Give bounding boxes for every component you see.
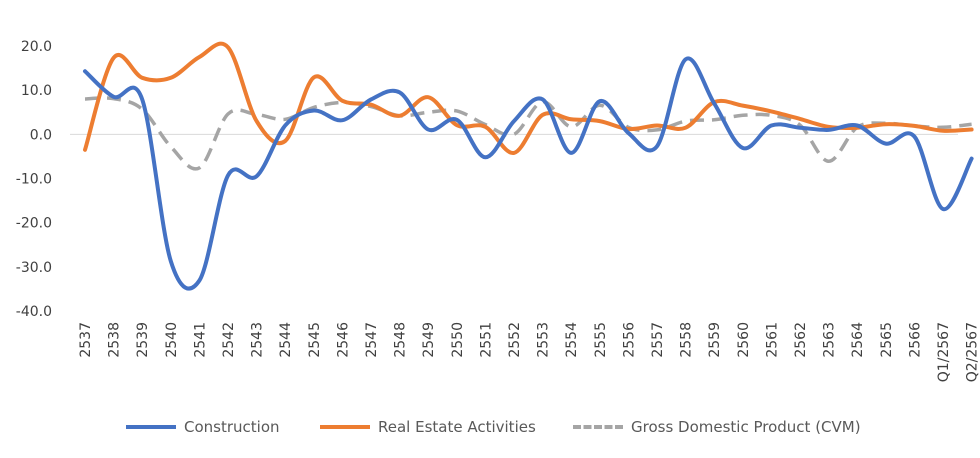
legend-swatch-construction [126,425,176,429]
legend-item-real-estate: Real Estate Activities [320,412,536,442]
legend-item-construction: Construction [126,412,280,442]
legend-label-gdp: Gross Domestic Product (CVM) [631,418,861,436]
series-line-real-estate-activities [83,41,974,155]
x-tick-label: 2539 [135,322,151,358]
x-tick-label: 2565 [879,322,895,358]
x-tick-label: 2553 [536,322,552,358]
x-tick-label: 2541 [192,322,208,358]
series-line-construction [83,56,974,291]
x-tick-label: 2559 [707,322,723,358]
x-tick-label: 2542 [221,322,237,358]
x-axis: 2537 2538 2539 2540 2541 2542 2543 2544 2545 2546… [70,133,980,382]
x-tick-label: 2560 [736,322,752,358]
legend-label-construction: Construction [184,418,280,436]
x-tick-label: 2566 [907,322,923,358]
series-line-gross-domestic-product-cvm [84,96,972,171]
x-tick-label: 2550 [450,322,466,358]
x-tick-label: Q1/2567 [936,322,952,382]
x-tick-label: 2538 [107,322,123,358]
legend-swatch-real-estate [320,425,370,429]
series-lines [83,41,974,291]
y-tick-label: 0.0 [30,127,52,143]
x-tick-label: 2543 [250,322,266,358]
x-tick-label: 2561 [764,322,780,358]
legend-swatch-gdp [573,425,623,429]
y-axis-tick-labels: 20.0 10.0 0.0 -10.0 -20.0 -30.0 -40.0 [16,39,52,320]
x-tick-label: 2547 [364,322,380,358]
line-chart: 20.0 10.0 0.0 -10.0 -20.0 -30.0 -40.0 2537 2538… [16,39,980,382]
y-tick-label: 20.0 [21,39,52,55]
x-tick-label: 2551 [478,322,494,358]
x-tick-label: 2554 [564,322,580,358]
y-tick-label: -40.0 [16,304,52,320]
x-tick-label: 2548 [393,322,409,358]
y-tick-label: -30.0 [16,260,52,276]
y-tick-label: 10.0 [21,83,52,99]
y-tick-label: -20.0 [16,216,52,232]
x-tick-label: 2564 [850,322,866,358]
x-tick-label: 2555 [593,322,609,358]
legend: Construction Real Estate Activities Gros… [0,412,980,442]
x-tick-label: 2557 [650,322,666,358]
legend-label-real-estate: Real Estate Activities [378,418,536,436]
x-tick-label: 2552 [507,322,523,358]
x-tick-label: 2537 [78,322,94,358]
y-tick-label: -10.0 [16,172,52,188]
x-tick-label: 2556 [621,322,637,358]
x-tick-label: Q2/2567 [965,322,980,382]
x-tick-label: 2545 [307,322,323,358]
x-tick-label: 2549 [421,322,437,358]
x-tick-label: 2562 [793,322,809,358]
legend-item-gdp: Gross Domestic Product (CVM) [573,412,861,442]
x-tick-label: 2540 [164,322,180,358]
x-tick-label: 2544 [278,322,294,358]
x-tick-label: 2563 [822,322,838,358]
x-tick-label: 2546 [335,322,351,358]
x-tick-label: 2558 [679,322,695,358]
